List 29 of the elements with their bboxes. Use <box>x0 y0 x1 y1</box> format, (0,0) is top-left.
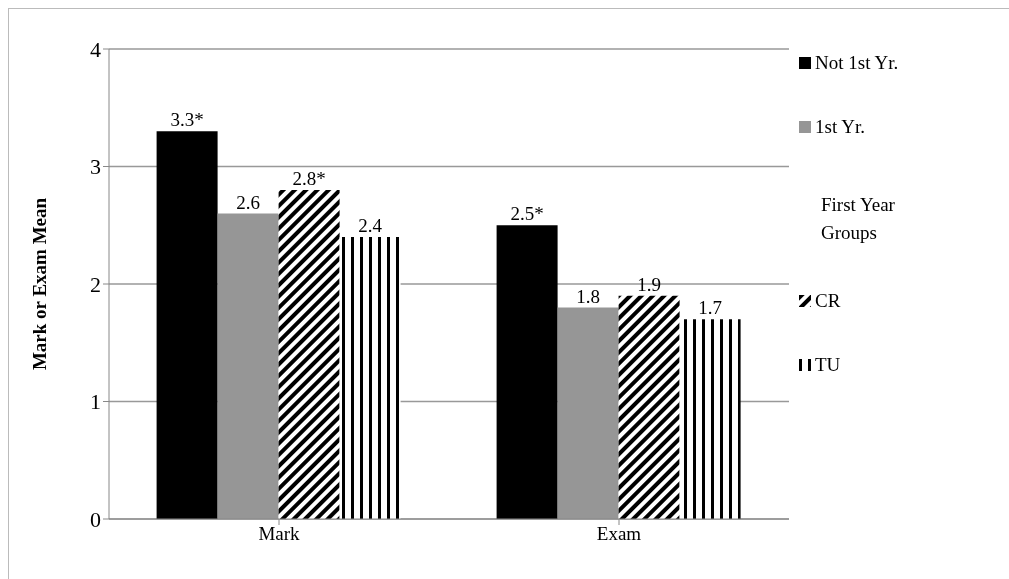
bar <box>557 307 619 519</box>
legend-label: 1st Yr. <box>815 116 865 138</box>
data-label: 2.6 <box>236 191 260 213</box>
y-tick-label: 4 <box>90 36 101 62</box>
legend-label: Not 1st Yr. <box>815 52 899 74</box>
bar <box>278 190 340 519</box>
y-tick-label: 2 <box>90 271 101 297</box>
bar <box>156 131 218 519</box>
bar <box>339 237 401 519</box>
bar <box>217 213 279 519</box>
legend-label: TU <box>815 354 841 376</box>
x-tick-label: Mark <box>258 523 301 545</box>
data-label: 2.4 <box>358 215 383 236</box>
y-tick-label: 3 <box>90 154 101 180</box>
legend-label: CR <box>815 290 841 312</box>
data-label: 1.8 <box>576 285 600 307</box>
x-tick-label: Exam <box>596 523 642 545</box>
data-label: 2.5* <box>510 203 544 225</box>
bar <box>618 295 680 519</box>
y-tick-label: 0 <box>90 506 101 532</box>
y-tick-label: 1 <box>90 389 101 415</box>
data-label: 2.8* <box>292 168 326 189</box>
data-label: 1.7 <box>698 297 722 319</box>
legend-title: First Year Groups <box>821 193 896 245</box>
y-axis-title: Mark or Exam Mean <box>28 197 50 371</box>
data-label: 3.3* <box>170 109 204 131</box>
bar <box>679 319 741 519</box>
data-label: 1.9 <box>637 273 661 295</box>
bar <box>496 225 558 519</box>
